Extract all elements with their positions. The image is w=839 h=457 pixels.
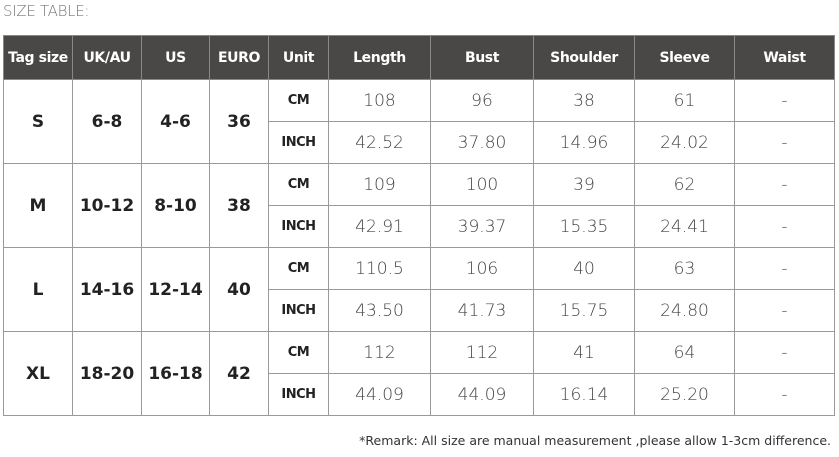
length-cell: 44.09: [328, 373, 431, 416]
table-row: INCH 42.52 37.80 14.96 24.02-: [4, 121, 835, 164]
waist-cell: -: [734, 163, 835, 206]
table-row: XL 18-20 16-18 42 CM 112 112 41 64-: [3, 331, 835, 416]
unit-cell: INCH: [268, 205, 329, 248]
bust-cell: 96: [430, 79, 534, 122]
shoulder-cell: 40: [533, 247, 635, 290]
sleeve-cell: 24.02: [634, 121, 735, 164]
column-header-length: Length: [328, 35, 431, 80]
uk-au-cell: 10-12: [72, 163, 142, 248]
bust-cell: 37.80: [430, 121, 534, 164]
shoulder-cell: 16.14: [533, 373, 635, 416]
bust-cell: 106: [430, 247, 534, 290]
column-header-shoulder: Shoulder: [533, 35, 635, 80]
shoulder-cell: 38: [533, 79, 635, 122]
column-header-bust: Bust: [430, 35, 534, 80]
bust-cell: 39.37: [430, 205, 534, 248]
table-row: INCH 44.09 44.09 16.14 25.20-: [4, 373, 835, 416]
waist-cell: -: [734, 79, 835, 122]
shoulder-cell: 39: [533, 163, 635, 206]
unit-cell: CM: [268, 79, 329, 122]
tag-size-cell: L: [3, 247, 73, 332]
shoulder-cell: 14.96: [533, 121, 635, 164]
unit-cell: CM: [268, 163, 329, 206]
waist-cell: -: [734, 373, 835, 416]
unit-cell: CM: [268, 331, 329, 374]
bust-cell: 100: [430, 163, 534, 206]
uk-au-cell: 18-20: [72, 331, 142, 416]
size-table-title: SIZE TABLE:: [3, 2, 90, 20]
size-table: Tag size UK/AU US EURO Unit Length Bust Shoulde…: [3, 35, 835, 416]
tag-size-cell: S: [3, 79, 73, 164]
sleeve-cell: 24.80: [634, 289, 735, 332]
length-cell: 42.52: [328, 121, 431, 164]
us-cell: 8-10: [141, 163, 210, 248]
waist-cell: -: [734, 247, 835, 290]
unit-cell: INCH: [268, 121, 329, 164]
unit-cell: CM: [268, 247, 329, 290]
length-cell: 112: [328, 331, 431, 374]
length-cell: 109: [328, 163, 431, 206]
euro-cell: 40: [209, 247, 269, 332]
euro-cell: 42: [209, 331, 269, 416]
sleeve-cell: 25.20: [634, 373, 735, 416]
column-header-tag-size: Tag size: [3, 35, 73, 80]
table-row: M 10-12 8-10 38 CM 109 100 39 62-: [3, 163, 835, 248]
column-header-waist: Waist: [734, 35, 835, 80]
header-row: Tag size UK/AU US EURO Unit Length Bust Shoulde…: [3, 35, 835, 80]
table-row: INCH 42.91 39.37 15.35 24.41-: [4, 205, 835, 248]
column-header-sleeve: Sleeve: [634, 35, 735, 80]
column-header-us: US: [141, 35, 210, 80]
us-cell: 12-14: [141, 247, 210, 332]
tag-size-cell: M: [3, 163, 73, 248]
sleeve-cell: 63: [634, 247, 735, 290]
waist-cell: -: [734, 289, 835, 332]
table-row: L 14-16 12-14 40 CM 110.5 106 40 63-: [3, 247, 835, 332]
us-cell: 16-18: [141, 331, 210, 416]
table-row: INCH 43.50 41.73 15.75 24.80-: [4, 289, 835, 332]
tag-size-cell: XL: [3, 331, 73, 416]
sleeve-cell: 64: [634, 331, 735, 374]
shoulder-cell: 41: [533, 331, 635, 374]
column-header-unit: Unit: [268, 35, 329, 80]
bust-cell: 44.09: [430, 373, 534, 416]
shoulder-cell: 15.35: [533, 205, 635, 248]
bust-cell: 41.73: [430, 289, 534, 332]
waist-cell: -: [734, 121, 835, 164]
euro-cell: 36: [209, 79, 269, 164]
column-header-euro: EURO: [209, 35, 269, 80]
waist-cell: -: [734, 331, 835, 374]
sleeve-cell: 61: [634, 79, 735, 122]
euro-cell: 38: [209, 163, 269, 248]
length-cell: 43.50: [328, 289, 431, 332]
sleeve-cell: 24.41: [634, 205, 735, 248]
us-cell: 4-6: [141, 79, 210, 164]
uk-au-cell: 14-16: [72, 247, 142, 332]
length-cell: 108: [328, 79, 431, 122]
waist-cell: -: [734, 205, 835, 248]
length-cell: 42.91: [328, 205, 431, 248]
table-row: S 6-8 4-6 36 CM 108 96 38 61-: [3, 79, 835, 164]
remark-note: *Remark: All size are manual measurement…: [359, 433, 831, 448]
length-cell: 110.5: [328, 247, 431, 290]
column-header-uk-au: UK/AU: [72, 35, 142, 80]
bust-cell: 112: [430, 331, 534, 374]
shoulder-cell: 15.75: [533, 289, 635, 332]
unit-cell: INCH: [268, 289, 329, 332]
uk-au-cell: 6-8: [72, 79, 142, 164]
sleeve-cell: 62: [634, 163, 735, 206]
unit-cell: INCH: [268, 373, 329, 416]
